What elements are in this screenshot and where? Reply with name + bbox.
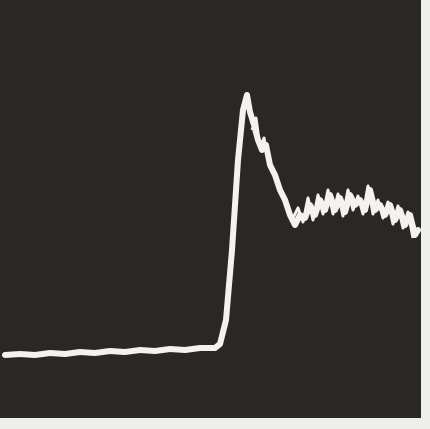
oscilloscope-photo (0, 0, 430, 429)
page (0, 0, 430, 429)
